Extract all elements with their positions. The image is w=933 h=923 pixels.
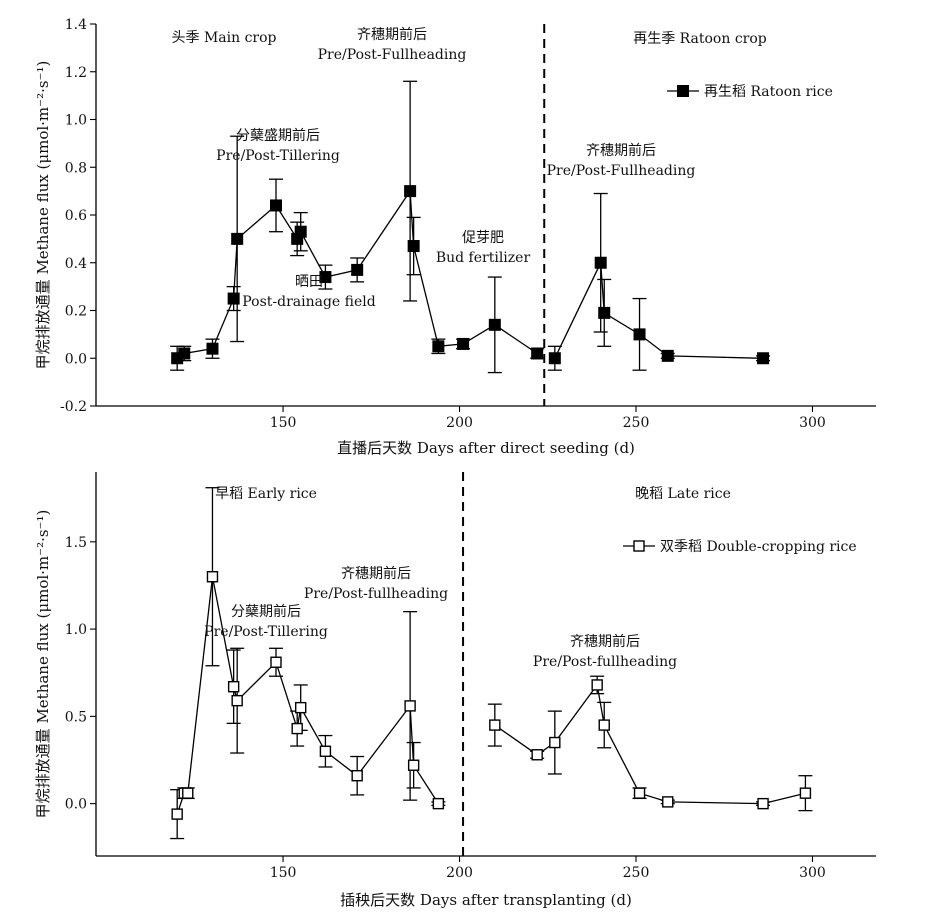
y-tick-label: 0.8	[65, 160, 87, 176]
data-point	[206, 342, 219, 355]
legend-label: 双季稻 Double-cropping rice	[660, 539, 857, 555]
data-point	[227, 292, 240, 305]
annotation-tillering: 分蘖盛期前后	[236, 127, 320, 144]
y-axis-label: 甲烷排放通量 Methane flux (μmol·m⁻²·s⁻¹)	[34, 61, 52, 370]
data-point	[489, 719, 501, 731]
data-point	[598, 719, 610, 731]
data-point	[171, 808, 183, 820]
y-tick-label: 0.2	[65, 304, 87, 320]
data-point	[591, 679, 603, 691]
annotation-fullheading-1: 齐穗期前后	[357, 26, 427, 43]
series-line-1	[176, 189, 538, 359]
annotation-fullheading-1: Pre/Post-Fullheading	[318, 47, 467, 63]
data-point	[633, 328, 646, 341]
data-point	[488, 318, 501, 331]
data-point	[594, 256, 607, 269]
legend-marker	[633, 540, 645, 552]
x-tick-label: 300	[799, 865, 826, 881]
y-tick-label: 0.0	[65, 351, 87, 367]
data-point	[549, 736, 561, 749]
data-point	[351, 263, 364, 276]
annotation-tillering: Pre/Post-Tillering	[204, 624, 328, 640]
annotation-fullheading-2: 齐穗期前后	[586, 142, 656, 159]
annotation-late-rice: 晚稻 Late rice	[635, 486, 731, 502]
data-point	[633, 787, 646, 799]
data-point	[227, 680, 240, 693]
data-point	[457, 337, 470, 350]
annotation-fullheading-1: 齐穗期前后	[341, 565, 411, 582]
data-point	[661, 349, 674, 362]
x-tick-label: 200	[446, 415, 473, 431]
y-tick-label: 1.4	[65, 17, 87, 33]
y-tick-label: 0.5	[65, 709, 87, 725]
x-tick-label: 150	[270, 865, 297, 881]
x-tick-label: 200	[446, 865, 473, 881]
data-point	[319, 271, 332, 284]
legend-marker	[677, 85, 689, 97]
y-tick-label: 1.2	[65, 65, 87, 81]
annotation-bud: 促芽肥	[462, 230, 504, 246]
series-line-2	[494, 683, 806, 805]
data-point	[291, 722, 303, 735]
x-tick-label: 300	[799, 415, 826, 431]
annotation-fullheading-2: Pre/Post-fullheading	[533, 654, 677, 670]
chart-panel-2: 0.0 0.5 1.0 1.5 150 200 250 300 插秧后天数 Days after…	[34, 472, 876, 909]
annotation-ratoon-crop: 再生季 Ratoon crop	[633, 31, 767, 47]
annotation-tillering: Pre/Post-Tillering	[216, 148, 340, 164]
y-tick-label: -0.2	[60, 399, 87, 415]
data-point	[178, 347, 191, 360]
data-point	[531, 749, 543, 761]
annotation-drainage: 晒田	[295, 274, 323, 290]
annotation-bud: Bud fertilizer	[436, 250, 531, 266]
series-line-1	[176, 576, 439, 815]
annotation-tillering: 分蘖期前后	[231, 603, 301, 620]
data-point	[231, 694, 243, 707]
y-tick-label: 0.4	[65, 256, 87, 272]
x-tick-label: 150	[270, 415, 297, 431]
y-axis-label: 甲烷排放通量 Methane flux (μmol·m⁻²·s⁻¹)	[34, 510, 52, 819]
y-tick-label: 1.0	[65, 113, 87, 129]
annotation-fullheading-2: Pre/Post-Fullheading	[547, 163, 696, 179]
data-point	[662, 796, 674, 808]
data-point	[432, 797, 445, 810]
chart-panel-1: -0.2 0.0 0.2 0.4 0.6 0.8 1.0 1.2 1.4 150 200 250 300…	[34, 17, 876, 457]
data-point	[182, 787, 194, 799]
y-tick-label: 1.0	[65, 622, 87, 638]
data-point	[598, 306, 611, 319]
data-point	[206, 571, 219, 583]
x-axis-label: 插秧后天数 Days after transplanting (d)	[340, 891, 632, 909]
annotation-main-crop: 头季 Main crop	[172, 30, 277, 46]
data-point	[404, 185, 417, 198]
data-point	[270, 199, 282, 212]
annotation-fullheading-1: Pre/Post-fullheading	[304, 586, 448, 602]
data-point	[270, 656, 282, 668]
data-point	[404, 700, 416, 712]
data-point	[531, 347, 544, 360]
data-point	[407, 759, 420, 771]
x-tick-label: 250	[623, 415, 650, 431]
legend-label: 再生稻 Ratoon rice	[704, 84, 833, 100]
data-point	[548, 352, 561, 365]
data-point	[231, 232, 244, 245]
data-point	[319, 745, 332, 757]
annotation-fullheading-2: 齐穗期前后	[570, 633, 640, 650]
x-tick-label: 250	[623, 865, 650, 881]
data-point	[757, 352, 770, 365]
data-point	[407, 240, 420, 253]
y-tick-label: 0.0	[65, 797, 87, 813]
data-point	[294, 225, 307, 238]
data-point	[295, 701, 307, 714]
data-point	[351, 770, 363, 782]
data-point	[757, 797, 769, 810]
y-tick-label: 0.6	[65, 208, 87, 224]
data-point	[799, 787, 812, 799]
data-point	[432, 340, 445, 353]
annotation-early-rice: 早稻 Early rice	[215, 486, 317, 502]
series-line-2	[554, 260, 764, 359]
x-axis-label: 直播后天数 Days after direct seeding (d)	[337, 439, 635, 457]
annotation-drainage: Post-drainage field	[242, 294, 375, 310]
y-tick-label: 1.5	[65, 535, 87, 551]
